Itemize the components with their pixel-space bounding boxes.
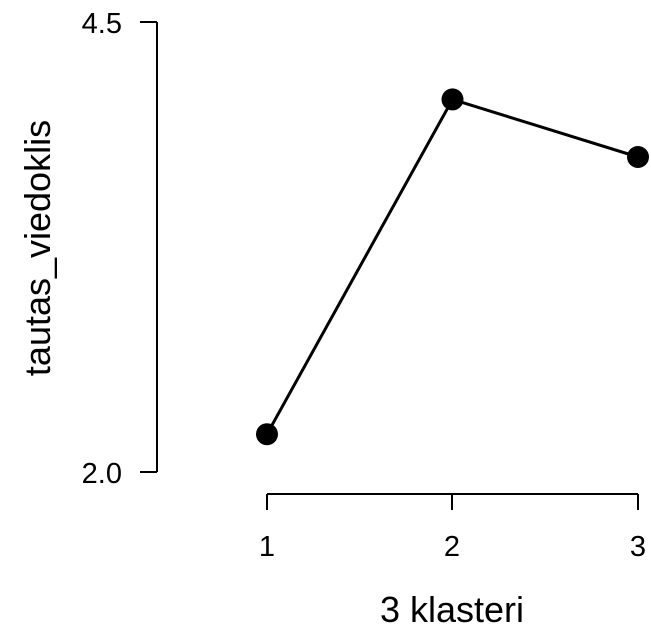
y-axis-title: tautas_viedoklis [17, 120, 58, 376]
x-axis-title: 3 klasteri [380, 589, 524, 630]
y-tick-label-top: 4.5 [82, 8, 122, 40]
x-tick-label-1: 1 [259, 531, 275, 563]
data-point-2 [441, 88, 464, 111]
series-layer [256, 88, 649, 446]
data-point-1 [256, 423, 278, 446]
x-tick-label-2: 2 [444, 531, 460, 563]
data-point-3 [627, 146, 649, 168]
y-tick-label-bottom: 2.0 [82, 458, 122, 490]
x-tick-label-3: 3 [630, 531, 646, 563]
series-line-1 [265, 97, 639, 435]
